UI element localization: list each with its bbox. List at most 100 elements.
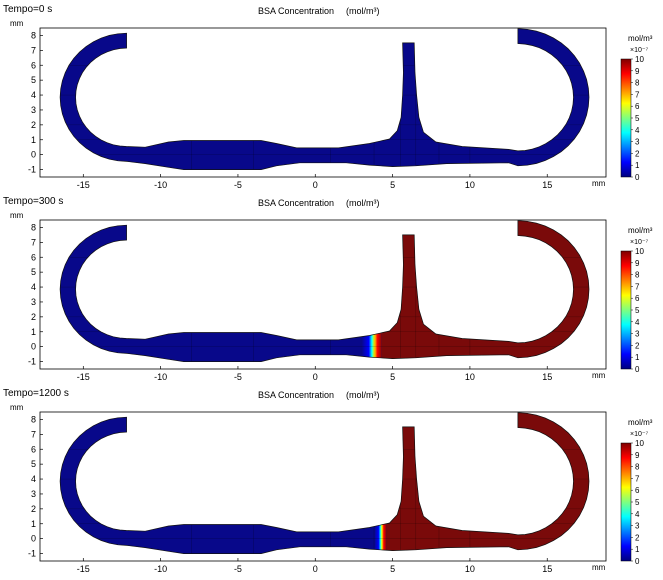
y-tick-label: 8	[31, 222, 36, 232]
y-tick-label: 6	[31, 444, 36, 454]
time-label: Tempo=1200 s	[3, 388, 69, 399]
colorbar-tick-label: 7	[635, 282, 640, 291]
panel-1: Tempo=0 s BSA Concentration (mol/m³) mm mm -1…	[3, 4, 653, 190]
colorbar-tick-label: 3	[635, 522, 640, 531]
y-tick-label: 3	[31, 105, 36, 115]
x-tick-label: 5	[390, 180, 395, 190]
y-tick-label: 2	[31, 312, 36, 322]
y-tick-label: 2	[31, 504, 36, 514]
colorbar-scale: ×10⁻⁷	[630, 47, 649, 54]
plot-frame	[39, 219, 607, 370]
colorbar-tick-label: 7	[635, 90, 640, 99]
colorbar-tick-label: 7	[635, 474, 640, 483]
colorbar-tick-label: 4	[635, 510, 640, 519]
x-unit-label: mm	[592, 371, 606, 380]
x-tick-label: 5	[390, 564, 395, 574]
colorbar-tick-label: 0	[635, 173, 640, 182]
y-tick-label: 0	[31, 342, 36, 352]
y-tick-label: 0	[31, 150, 36, 160]
domain	[60, 220, 590, 362]
domain	[60, 28, 590, 170]
y-tick-label: -1	[28, 165, 36, 175]
plot-title: BSA Concentration	[258, 6, 334, 16]
y-tick-label: 4	[31, 474, 36, 484]
y-tick-label: 5	[31, 459, 36, 469]
y-tick-label: 8	[31, 414, 36, 424]
time-label: Tempo=300 s	[3, 196, 63, 207]
colorbar-tick-label: 5	[635, 498, 640, 507]
panel-3: Tempo=1200 s BSA Concentration (mol/m³) mm m…	[3, 388, 653, 574]
colorbar	[620, 58, 632, 178]
y-tick-label: 3	[31, 489, 36, 499]
colorbar-tick-label: 1	[635, 353, 640, 362]
colorbar-tick-label: 6	[635, 102, 640, 111]
x-tick-label: 15	[542, 372, 552, 382]
y-tick-label: 4	[31, 90, 36, 100]
colorbar-tick-label: 5	[635, 114, 640, 123]
plot-frame	[39, 411, 607, 562]
colorbar-tick-label: 0	[635, 365, 640, 374]
colorbar-tick-label: 6	[635, 486, 640, 495]
y-tick-label: 6	[31, 60, 36, 70]
y-tick-label: 7	[31, 237, 36, 247]
y-tick-label: 7	[31, 45, 36, 55]
title-unit: (mol/m³)	[346, 6, 380, 16]
y-tick-label: 1	[31, 519, 36, 529]
y-tick-label: -1	[28, 549, 36, 559]
y-tick-label: 5	[31, 267, 36, 277]
x-tick-label: -5	[234, 372, 242, 382]
colorbar-tick-label: 2	[635, 149, 640, 158]
x-tick-label: -10	[154, 372, 167, 382]
x-tick-label: 0	[313, 372, 318, 382]
x-tick-label: 10	[465, 372, 475, 382]
x-unit-label: mm	[592, 563, 606, 572]
x-tick-label: -10	[154, 564, 167, 574]
x-tick-label: -15	[77, 180, 90, 190]
x-tick-label: 15	[542, 180, 552, 190]
y-unit-label: mm	[10, 403, 24, 412]
colorbar-tick-label: 10	[635, 55, 644, 64]
x-tick-label: 10	[465, 180, 475, 190]
colorbar-tick-label: 10	[635, 247, 644, 256]
y-tick-label: 7	[31, 429, 36, 439]
colorbar-unit: mol/m³	[628, 418, 653, 427]
x-tick-label: 0	[313, 564, 318, 574]
y-tick-label: 6	[31, 252, 36, 262]
colorbar-tick-label: 2	[635, 341, 640, 350]
y-tick-label: 5	[31, 75, 36, 85]
plot-frame	[39, 27, 607, 178]
y-tick-label: 8	[31, 30, 36, 40]
colorbar	[620, 442, 632, 562]
domain	[60, 412, 590, 554]
domain-outline	[59, 28, 590, 170]
plot-title: BSA Concentration	[258, 390, 334, 400]
colorbar-tick-label: 3	[635, 138, 640, 147]
y-tick-label: 2	[31, 120, 36, 130]
colorbar-tick-label: 8	[635, 271, 640, 280]
x-tick-label: -5	[234, 180, 242, 190]
x-tick-label: -15	[77, 564, 90, 574]
colorbar-tick-label: 4	[635, 318, 640, 327]
x-tick-label: 15	[542, 564, 552, 574]
colorbar-tick-label: 9	[635, 67, 640, 76]
colorbar-unit: mol/m³	[628, 34, 653, 43]
domain-outline	[59, 412, 590, 554]
y-unit-label: mm	[10, 19, 24, 28]
colorbar-tick-label: 1	[635, 545, 640, 554]
colorbar-tick-label: 1	[635, 161, 640, 170]
x-tick-label: 5	[390, 372, 395, 382]
x-tick-label: -5	[234, 564, 242, 574]
colorbar-tick-label: 9	[635, 259, 640, 268]
plot-title: BSA Concentration	[258, 198, 334, 208]
title-unit: (mol/m³)	[346, 390, 380, 400]
colorbar-tick-label: 4	[635, 126, 640, 135]
colorbar-tick-label: 8	[635, 79, 640, 88]
x-tick-label: -15	[77, 372, 90, 382]
x-unit-label: mm	[592, 179, 606, 188]
time-label: Tempo=0 s	[3, 4, 52, 15]
colorbar	[620, 250, 632, 370]
y-tick-label: -1	[28, 357, 36, 367]
x-tick-label: -10	[154, 180, 167, 190]
